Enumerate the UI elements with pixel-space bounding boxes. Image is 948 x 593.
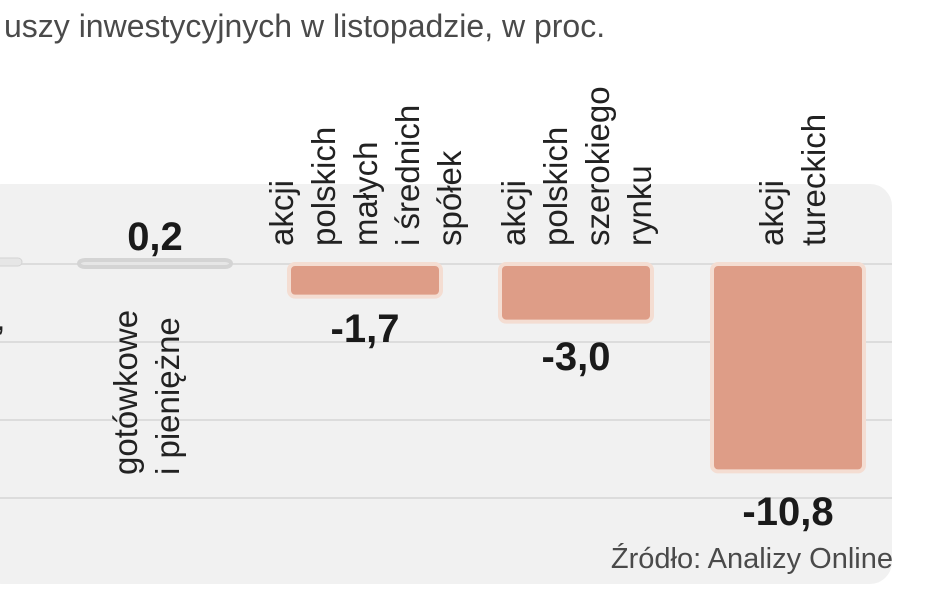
category-label: spółek xyxy=(431,150,468,246)
bar xyxy=(287,262,443,299)
bar xyxy=(498,262,654,324)
bars xyxy=(0,257,866,474)
chart-title: uszy inwestycyjnych w listopadzie, w pro… xyxy=(4,8,605,44)
value-label: -1,7 xyxy=(331,307,400,351)
chart-panel xyxy=(0,184,892,584)
category-label: małych xyxy=(347,141,384,246)
category-label: akcji xyxy=(263,180,300,246)
value-label: -10,8 xyxy=(742,490,833,534)
category-label: i średnich xyxy=(389,105,426,246)
bar xyxy=(77,258,233,269)
source-note: Źródło: Analizy Online xyxy=(611,542,893,575)
category-label: polskich xyxy=(305,127,342,246)
value-label: -3,0 xyxy=(542,335,611,379)
value-labels: 0,2 -1,7 -3,0 -10,8 xyxy=(127,215,833,534)
category-label: akcji xyxy=(495,180,532,246)
category-label: akcji xyxy=(753,180,790,246)
category-label: tureckich xyxy=(795,114,832,246)
value-label: 0,2 xyxy=(127,215,183,259)
category-label: polskich xyxy=(537,127,574,246)
cut-off-bar xyxy=(0,257,23,267)
cut-off-fragment: , xyxy=(0,300,5,338)
bar xyxy=(710,262,866,474)
category-label: gotówkowe xyxy=(107,310,144,475)
category-label: i pieniężne xyxy=(149,317,186,475)
category-label: rynku xyxy=(621,165,658,246)
category-label: szerokiego xyxy=(579,86,616,246)
